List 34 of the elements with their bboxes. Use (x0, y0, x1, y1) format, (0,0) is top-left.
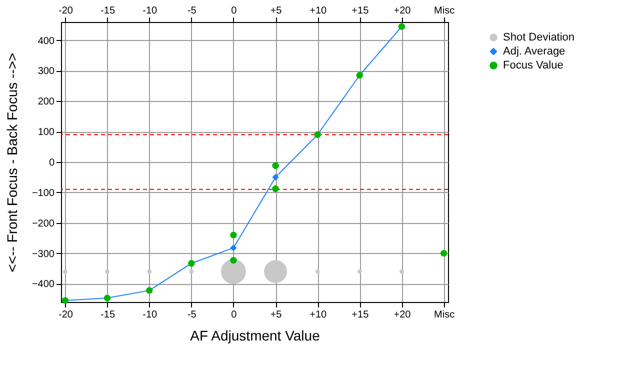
x-tick-label: -5 (187, 6, 197, 16)
x-tick-label: -20 (58, 6, 74, 16)
y-axis-title: <<-- Front Focus - Back Focus -->> (4, 52, 20, 272)
x-tick-label: +10 (310, 6, 328, 16)
x-tick-label: Misc (434, 6, 455, 16)
legend-label: Shot Deviation (503, 32, 575, 44)
y-tick-label: −200 (32, 218, 55, 230)
y-tick-label: −300 (32, 248, 55, 260)
y-tick-label: 0 (48, 158, 55, 168)
y-tick-label: −400 (32, 279, 55, 290)
x-tick-label: +15 (352, 6, 370, 16)
x-tick-label: -15 (100, 6, 116, 16)
category-label: -10 (142, 310, 158, 320)
x-axis-title: AF Adjustment Value (190, 328, 320, 344)
category-label: -20 (58, 310, 73, 320)
category-label: -5 (187, 310, 196, 320)
y-tick-label: 300 (38, 66, 55, 78)
y-tick-label: 400 (38, 36, 55, 47)
y-tick-label: 100 (38, 127, 55, 138)
category-label: 0 (231, 310, 237, 320)
x-tick-label: +20 (394, 6, 412, 16)
x-tick-label: +5 (270, 6, 282, 16)
y-tick-label: −100 (32, 188, 55, 199)
legend-label: Adj. Average (503, 46, 566, 58)
category-label: -15 (100, 310, 115, 320)
category-label: +20 (394, 310, 411, 320)
category-label: +10 (310, 310, 327, 320)
y-tick-label: 200 (38, 96, 55, 108)
category-label: +5 (270, 310, 282, 320)
x-tick-label: -10 (142, 6, 158, 16)
category-label: Misc (434, 310, 455, 320)
x-tick-label: 0 (231, 6, 238, 16)
category-label: +15 (352, 310, 369, 320)
legend-label: Focus Value (503, 60, 564, 72)
